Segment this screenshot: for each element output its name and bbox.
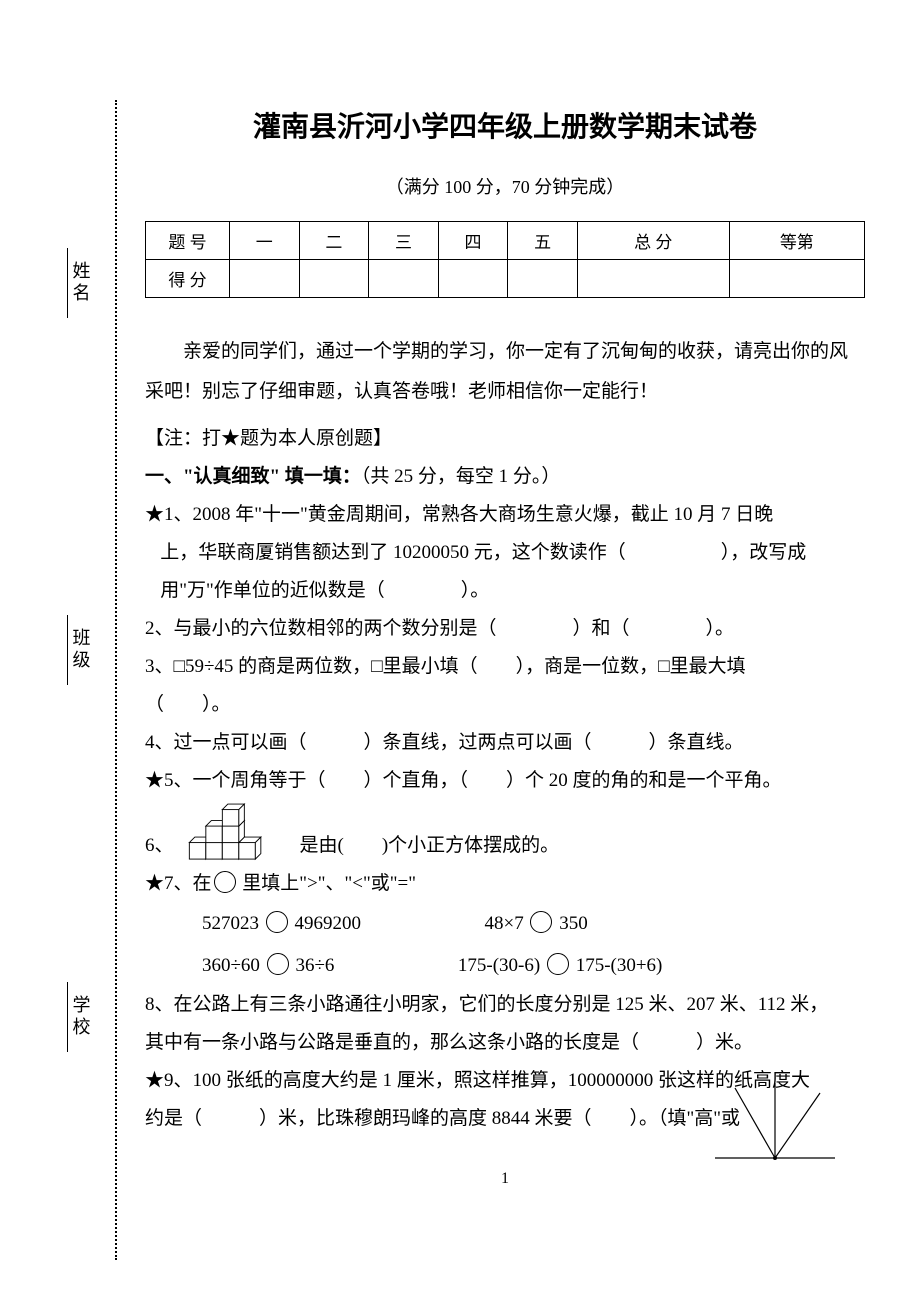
- question-8-line-b: 其中有一条小路与公路是垂直的，那么这条小路的长度是（ ）米。: [145, 1024, 865, 1062]
- school-label-text: 学校: [68, 995, 94, 1039]
- score-row-label: 得 分: [146, 260, 230, 298]
- question-1-line-b: 上，华联商厦销售额达到了 10200050 元，这个数读作（ ），改写成: [145, 534, 865, 572]
- score-table: 题 号 一 二 三 四 五 总 分 等第 得 分: [145, 221, 865, 298]
- class-label-text: 班级: [68, 628, 94, 672]
- circle-blank-icon: [266, 911, 288, 933]
- binding-dotted-line: [115, 100, 117, 1260]
- question-7-tail: 里填上">"、"<"或"=": [238, 873, 416, 894]
- question-7-row-1: 527023 4969200 48×7 350: [145, 903, 865, 945]
- score-cell: [299, 260, 369, 298]
- score-header-cell: 五: [508, 222, 578, 260]
- score-cell: [230, 260, 300, 298]
- class-field-label: 班级: [67, 609, 94, 691]
- score-cell: [438, 260, 508, 298]
- score-cell: [369, 260, 439, 298]
- q7-r2-a: 360÷60: [202, 955, 260, 976]
- binding-margin: 姓名 班级 学校: [55, 100, 105, 1200]
- score-header-cell: 总 分: [577, 222, 729, 260]
- q7-r2-d: 175-(30+6): [576, 955, 663, 976]
- angle-figure: [705, 1078, 845, 1168]
- page-title: 灌南县沂河小学四年级上册数学期末试卷: [145, 105, 865, 145]
- name-field-label: 姓名: [67, 242, 94, 324]
- score-cell: [508, 260, 578, 298]
- section-1-heading: 一、"认真细致" 填一填：（共 25 分，每空 1 分。）: [145, 458, 865, 496]
- score-header-cell: 题 号: [146, 222, 230, 260]
- question-6: 6、 是由( )个小正方体摆成的。: [145, 800, 865, 865]
- question-2: 2、与最小的六位数相邻的两个数分别是（ ）和（ ）。: [145, 610, 865, 648]
- question-6-suffix: 是由( )个小正方体摆成的。: [300, 827, 560, 865]
- question-7-prefix: ★7、在: [145, 873, 212, 894]
- question-3-line-b: （ ）。: [145, 686, 865, 724]
- question-4: 4、过一点可以画（ ）条直线，过两点可以画（ ）条直线。: [145, 724, 865, 762]
- q7-r1-d: 350: [559, 913, 588, 934]
- table-row: 题 号 一 二 三 四 五 总 分 等第: [146, 222, 865, 260]
- circle-blank-icon: [547, 953, 569, 975]
- q7-r1-a: 527023: [202, 913, 259, 934]
- question-7-row-2: 360÷60 36÷6 175-(30-6) 175-(30+6): [145, 945, 865, 987]
- q7-r1-c: 48×7: [485, 913, 524, 934]
- circle-blank-icon: [267, 953, 289, 975]
- school-field-label: 学校: [67, 976, 94, 1058]
- score-cell: [729, 260, 864, 298]
- question-1-line-a: ★1、2008 年"十一"黄金周期间，常熟各大商场生意火爆，截止 10 月 7 …: [145, 496, 865, 534]
- q7-r2-c: 175-(30-6): [458, 955, 540, 976]
- score-header-cell: 等第: [729, 222, 864, 260]
- circle-blank-icon: [530, 911, 552, 933]
- section-1-points: （共 25 分，每空 1 分。）: [361, 466, 561, 487]
- question-5: ★5、一个周角等于（ ）个直角，（ ）个 20 度的角的和是一个平角。: [145, 762, 865, 800]
- score-header-cell: 二: [299, 222, 369, 260]
- page-content: 灌南县沂河小学四年级上册数学期末试卷 （满分 100 分，70 分钟完成） 题 …: [145, 105, 865, 1138]
- question-6-prefix: 6、: [145, 827, 174, 865]
- q7-r1-b: 4969200: [295, 913, 362, 934]
- school-underline: [67, 982, 68, 1052]
- table-row: 得 分: [146, 260, 865, 298]
- score-header-cell: 四: [438, 222, 508, 260]
- q7-r2-b: 36÷6: [295, 955, 334, 976]
- author-note: 【注：打★题为本人原创题】: [145, 420, 865, 458]
- name-label-text: 姓名: [68, 261, 94, 305]
- cubes-figure: [182, 800, 292, 865]
- score-header-cell: 三: [369, 222, 439, 260]
- question-1-line-c: 用"万"作单位的近似数是（ ）。: [145, 572, 865, 610]
- page-number: 1: [145, 1170, 865, 1188]
- question-7: ★7、在 里填上">"、"<"或"=": [145, 865, 865, 903]
- circle-blank-icon: [214, 871, 236, 893]
- name-underline: [67, 248, 68, 318]
- score-header-cell: 一: [230, 222, 300, 260]
- intro-paragraph: 亲爱的同学们，通过一个学期的学习，你一定有了沉甸甸的收获，请亮出你的风采吧！别忘…: [145, 332, 865, 412]
- page-subtitle: （满分 100 分，70 分钟完成）: [145, 173, 865, 199]
- section-1-title: 一、"认真细致" 填一填：: [145, 466, 361, 487]
- class-underline: [67, 615, 68, 685]
- score-cell: [577, 260, 729, 298]
- question-3-line-a: 3、□59÷45 的商是两位数，□里最小填（ ），商是一位数，□里最大填: [145, 648, 865, 686]
- question-8-line-a: 8、在公路上有三条小路通往小明家，它们的长度分别是 125 米、207 米、11…: [145, 986, 865, 1024]
